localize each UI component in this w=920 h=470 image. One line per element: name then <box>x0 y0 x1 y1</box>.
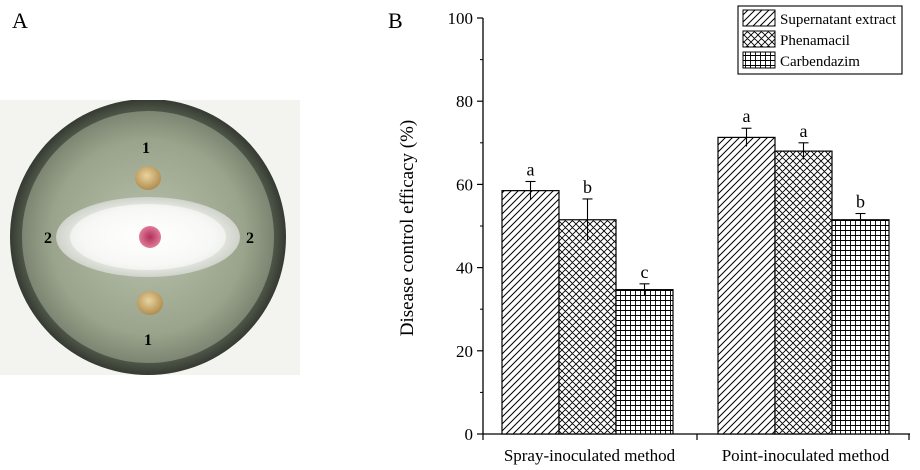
x-tick-label: Spray-inoculated method <box>504 446 676 465</box>
bar-grid-1 <box>831 219 890 435</box>
filter-disc-bottom <box>137 291 163 315</box>
dish-label-right: 2 <box>246 230 254 247</box>
legend-label: Phenamacil <box>780 33 850 49</box>
significance-letter: b <box>856 192 865 212</box>
significance-letter: a <box>800 121 808 141</box>
panel-label-b: B <box>388 8 403 33</box>
y-tick-label: 20 <box>456 342 473 361</box>
significance-letter: b <box>583 177 592 197</box>
legend-swatch-crosshatch <box>742 30 776 48</box>
inoculum-plug <box>139 226 161 248</box>
petri-dish-photo: 1 1 2 2 <box>0 99 300 375</box>
dish-label-top: 1 <box>142 140 150 157</box>
significance-letter: c <box>641 262 649 282</box>
bar-crosshatch-1 <box>774 150 833 435</box>
y-tick-label: 100 <box>448 9 474 28</box>
y-tick-label: 80 <box>456 92 473 111</box>
filter-disc-top <box>135 166 161 190</box>
petri-dish-image: 1 1 2 2 <box>0 99 300 375</box>
legend-swatch-diagonal <box>742 9 776 27</box>
bar-diagonal-0 <box>501 190 560 435</box>
y-tick-label: 60 <box>456 175 473 194</box>
legend-label: Carbendazim <box>780 54 860 70</box>
y-tick-label: 0 <box>465 425 474 444</box>
significance-letter: a <box>527 159 535 179</box>
dish-label-bottom: 1 <box>144 332 152 349</box>
legend-swatch-grid <box>742 51 776 69</box>
dish-label-left: 2 <box>44 230 52 247</box>
y-tick-label: 40 <box>456 259 473 278</box>
significance-letter: a <box>743 106 751 126</box>
x-tick-label: Point-inoculated method <box>722 446 890 465</box>
bar-grid-0 <box>615 289 674 435</box>
legend-label: Supernatant extract <box>780 12 897 28</box>
panel-label-a: A <box>12 8 28 33</box>
y-axis-label: Disease control efficacy (%) <box>397 120 418 336</box>
chart-legend: Supernatant extract Phenamacil Carbendazim <box>737 5 903 75</box>
bar-diagonal-1 <box>717 136 776 435</box>
chart-bars: a b c Spray-inoculated method a a b Point-inocu… <box>501 106 890 465</box>
bar-crosshatch-0 <box>558 219 617 435</box>
